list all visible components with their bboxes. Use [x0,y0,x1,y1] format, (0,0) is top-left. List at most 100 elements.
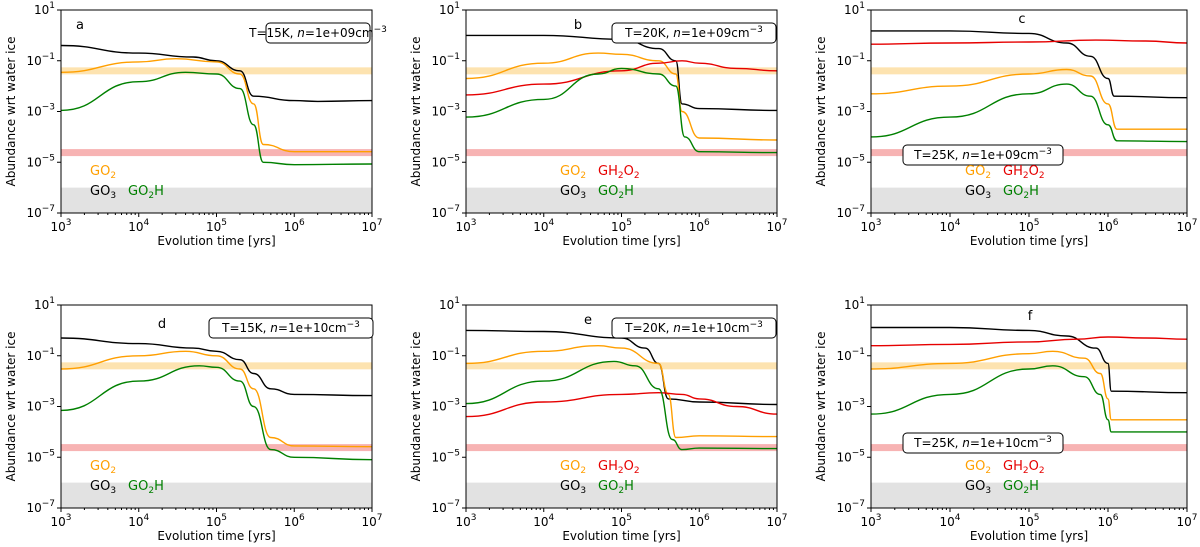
legend-go2h: GO2H [598,479,634,496]
y-tick-label: 101 [34,296,55,312]
y-tick-label: 10−5 [26,448,55,464]
x-tick-label: 104 [128,218,149,234]
x-tick-label: 106 [689,513,710,529]
x-tick-label: 104 [128,513,149,529]
legend-go2h: GO2H [598,184,634,201]
panel-letter: d [158,317,166,332]
x-tick-label: 103 [50,513,71,529]
band-orange [61,67,372,75]
y-axis-title: Abundance wrt water ice [814,37,828,187]
band-grey [466,187,777,213]
panel-letter: b [574,18,582,33]
y-tick-label: 10−5 [431,153,460,169]
series-group [61,337,372,461]
legend-go2: GO2 [560,164,586,181]
series-line-gh2o2 [871,336,1187,347]
series-line-go2 [61,350,372,448]
y-tick-label: 10−3 [836,103,865,119]
x-tick-label: 105 [206,513,227,529]
x-tick-label: 103 [455,218,476,234]
x-tick-label: 107 [361,218,382,234]
legend-go2: GO2 [965,164,991,181]
x-tick-label: 104 [939,513,960,529]
x-axis-title: Evolution time [yrs] [157,529,275,543]
series-line-go3 [61,44,372,103]
legend-go2h: GO2H [1003,479,1039,496]
y-axis-title: Abundance wrt water ice [409,37,423,187]
legend-go3: GO3 [965,479,991,496]
y-tick-label: 10−1 [26,52,55,68]
panel-d: 103 104 105 106 107 10−7 10−5 10−3 10−1 101 Evolut… [4,296,383,543]
band-orange [61,362,372,370]
y-tick-label: 10−1 [836,347,865,363]
y-tick-label: 10−7 [431,204,460,220]
legend-go2h: GO2H [128,479,164,496]
condition-label: T=20K, n=1e+10cm−3 [624,320,763,335]
y-tick-label: 10−1 [431,52,460,68]
y-tick-label: 101 [439,1,460,17]
band-red [61,149,372,157]
legend-go3: GO3 [90,184,116,201]
condition-label: T=15K, n=1e+10cm−3 [221,320,360,335]
x-tick-label: 103 [860,513,881,529]
x-tick-label: 106 [689,218,710,234]
series-line-go2h [466,360,777,451]
x-axis-title: Evolution time [yrs] [562,234,680,248]
x-tick-label: 106 [284,513,305,529]
panel-a: 103 104 105 106 107 10−7 10−5 10−3 10−1 101 Evolut… [4,1,387,248]
x-axis-title: Evolution time [yrs] [970,234,1088,248]
x-tick-label: 107 [1176,218,1197,234]
x-tick-label: 107 [766,513,787,529]
legend-go2h: GO2H [128,184,164,201]
condition-box [611,317,777,339]
band-grey [466,482,777,508]
panel-letter: c [1018,12,1025,27]
condition-box [208,317,374,339]
x-tick-label: 105 [1018,218,1039,234]
series-line-go2 [466,52,777,141]
legend-go2: GO2 [90,459,116,476]
panel-letter: a [76,18,84,33]
x-axis-title: Evolution time [yrs] [562,529,680,543]
series-line-go3 [871,30,1187,99]
y-tick-label: 10−5 [836,153,865,169]
x-tick-label: 103 [455,513,476,529]
condition-label: T=15K, n=1e+09cm−3 [248,25,387,40]
y-tick-label: 101 [844,296,865,312]
series-line-gh2o2 [871,39,1187,45]
condition-label: T=20K, n=1e+09cm−3 [624,25,763,40]
panel-b: 103 104 105 106 107 10−7 10−5 10−3 10−1 101 Evolut… [409,1,788,248]
band-red [61,444,372,452]
x-tick-label: 103 [860,218,881,234]
x-tick-label: 103 [50,218,71,234]
panel-c: 103 104 105 106 107 10−7 10−5 10−3 10−1 101 Evolut… [814,1,1198,248]
series-line-go2h [61,71,372,166]
series-group [871,326,1187,433]
plot-frame [870,304,1188,509]
y-tick-label: 10−5 [431,448,460,464]
legend-gh2o2: GH2O2 [1003,164,1045,181]
series-line-go3 [61,337,372,397]
band-red [466,149,777,157]
series-group [466,329,777,451]
condition-label: T=25K, n=1e+10cm−3 [913,435,1052,450]
condition-box [265,22,371,44]
legend-go3: GO3 [90,479,116,496]
series-line-go3 [466,34,777,112]
y-tick-label: 10−7 [836,204,865,220]
y-tick-label: 10−7 [26,204,55,220]
x-tick-label: 106 [284,218,305,234]
legend-gh2o2: GH2O2 [1003,459,1045,476]
y-tick-label: 10−1 [26,347,55,363]
x-tick-label: 105 [611,218,632,234]
series-group [466,34,777,154]
series-group [871,30,1187,143]
y-tick-label: 10−7 [836,499,865,515]
condition-box [611,22,777,44]
series-line-go2 [466,344,777,439]
band-grey [61,482,372,508]
legend-go2h: GO2H [1003,184,1039,201]
y-tick-label: 10−3 [431,103,460,119]
x-tick-label: 105 [611,513,632,529]
y-tick-label: 101 [439,296,460,312]
